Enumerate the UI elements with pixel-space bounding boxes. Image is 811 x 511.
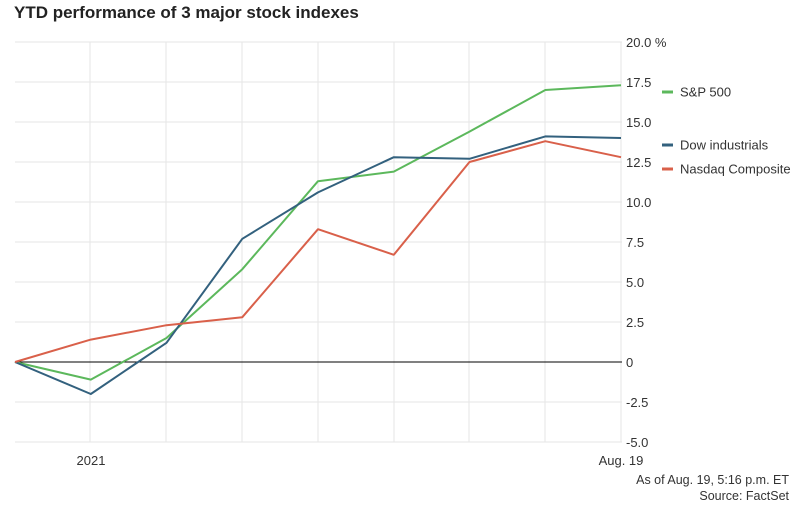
footnote: As of Aug. 19, 5:16 p.m. ET Source: Fact… xyxy=(636,472,789,504)
x-tick-label: Aug. 19 xyxy=(599,453,644,468)
series-line-dow-industrials xyxy=(14,135,622,395)
y-tick-label: -5.0 xyxy=(626,435,648,450)
y-tick-label: 15.0 xyxy=(626,115,651,130)
y-tick-label: 2.5 xyxy=(626,315,644,330)
y-tick-label: 7.5 xyxy=(626,235,644,250)
y-tick-label: 20.0 % xyxy=(626,35,667,50)
y-tick-label: 10.0 xyxy=(626,195,651,210)
footnote-timestamp: As of Aug. 19, 5:16 p.m. ET xyxy=(636,473,789,487)
grid xyxy=(15,41,622,443)
y-tick-label: -2.5 xyxy=(626,395,648,410)
footnote-source: Source: FactSet xyxy=(699,489,789,503)
legend-label-dow-industrials: Dow industrials xyxy=(680,138,769,153)
legend-label-nasdaq-composite: Nasdaq Composite xyxy=(680,162,791,177)
series-line-nasdaq-composite xyxy=(14,140,622,363)
legend-label-s-p-500: S&P 500 xyxy=(680,85,731,100)
chart-title: YTD performance of 3 major stock indexes xyxy=(14,3,359,22)
y-tick-label: 17.5 xyxy=(626,75,651,90)
series-line-s-p-500 xyxy=(14,84,622,381)
x-tick-label: 2021 xyxy=(77,453,106,468)
axes: 20.0 % 17.5 15.0 12.5 10.0 7.5 5.0 2.5 0 -2.5 -5.0… xyxy=(15,35,667,468)
series xyxy=(14,84,622,395)
y-tick-label: 12.5 xyxy=(626,155,651,170)
legend: S&P 500 Dow industrials Nasdaq Composite xyxy=(662,85,791,177)
y-tick-label: 5.0 xyxy=(626,275,644,290)
y-tick-label: 0 xyxy=(626,355,633,370)
